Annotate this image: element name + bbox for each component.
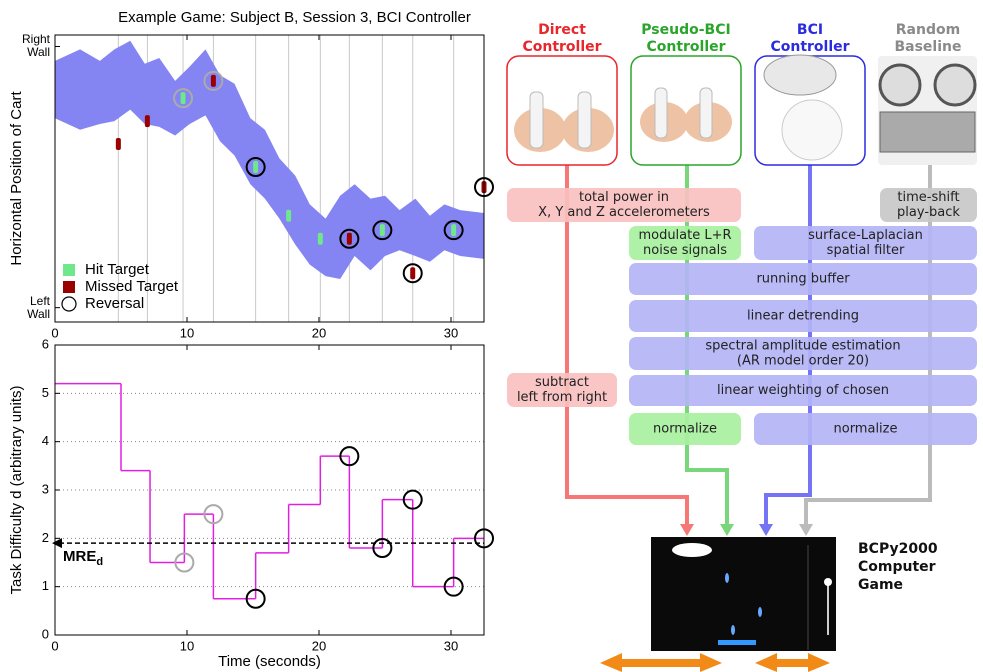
game-label: Computer — [858, 559, 936, 575]
x-tick-label: 0 — [51, 638, 58, 653]
y-tick-label: Left Wall — [0, 295, 50, 321]
gauge-knob — [824, 578, 832, 586]
remote — [578, 92, 591, 148]
process-label: total power in — [579, 190, 669, 205]
legend-swatch — [63, 264, 75, 276]
process-label: play-back — [897, 205, 960, 220]
column-title: BCI — [797, 22, 823, 38]
process-label: linear detrending — [747, 309, 859, 324]
column-title: Controller — [646, 39, 725, 55]
remote — [655, 88, 667, 138]
y-tick-label: 2 — [42, 530, 49, 545]
column-title: Random — [896, 22, 960, 38]
process-label: time-shift — [897, 190, 959, 205]
move-arrow — [600, 653, 722, 672]
reel — [880, 65, 920, 105]
process-label: surface-Laplacian — [808, 228, 923, 243]
x-tick-label: 10 — [180, 325, 194, 340]
reel — [935, 65, 975, 105]
target — [451, 224, 456, 236]
process-label: subtract — [535, 375, 589, 390]
process-label: left from right — [517, 390, 607, 405]
y-tick-label: Right Wall — [0, 33, 50, 59]
page: {"chart_data": [ {"type": "scatter", "ti… — [0, 0, 983, 672]
remote — [530, 92, 543, 148]
column-title: Pseudo-BCI — [641, 22, 730, 38]
reference-label-sub: d — [96, 556, 103, 568]
process-label: normalize — [653, 422, 717, 437]
position-band — [55, 41, 484, 279]
target — [347, 233, 352, 245]
process-label: normalize — [834, 422, 898, 437]
x-tick-label: 20 — [312, 325, 326, 340]
x-tick-label: 30 — [444, 325, 458, 340]
reference-arrow — [52, 538, 62, 548]
y-tick-label: 3 — [42, 481, 49, 496]
target — [286, 210, 291, 222]
legend-swatch — [62, 297, 76, 311]
target — [211, 75, 216, 87]
process-label: running buffer — [756, 272, 850, 287]
arrow-head — [759, 524, 773, 536]
legend-label: Missed Target — [85, 278, 179, 295]
head — [782, 100, 842, 160]
target — [116, 138, 121, 150]
process-label: spatial filter — [827, 243, 905, 258]
y-tick-label: 0 — [42, 626, 49, 641]
chart-title: Example Game: Subject B, Session 3, BCI … — [118, 9, 471, 26]
game-label: Game — [858, 577, 903, 593]
process-label: spectral amplitude estimation — [705, 339, 900, 354]
arrow-head — [720, 524, 734, 536]
reference-label-main: MRE — [63, 548, 96, 565]
legend-label: Hit Target — [85, 261, 150, 278]
x-axis-label: Time (seconds) — [218, 653, 321, 670]
process-label: modulate L+R — [638, 228, 731, 243]
process-label: noise signals — [643, 243, 727, 258]
figure: 0102030Example Game: Subject B, Session … — [0, 0, 983, 672]
target — [253, 161, 258, 173]
column-title: Baseline — [894, 39, 961, 55]
target — [380, 224, 385, 236]
target — [181, 92, 186, 104]
remote — [700, 88, 712, 138]
target — [318, 233, 323, 245]
arrow-head — [799, 524, 813, 536]
process-label: linear weighting of chosen — [717, 383, 889, 398]
legend-label: Reversal — [85, 295, 144, 312]
x-tick-label: 20 — [312, 638, 326, 653]
controller-images — [507, 55, 977, 165]
x-tick-label: 0 — [51, 325, 58, 340]
x-tick-label: 30 — [444, 638, 458, 653]
target — [410, 267, 415, 279]
cloud — [672, 543, 712, 557]
arrow-head — [680, 524, 694, 536]
drop — [731, 625, 735, 635]
process-label: (AR model order 20) — [737, 354, 869, 369]
y-tick-label: 5 — [42, 385, 49, 400]
move-arrow — [755, 653, 830, 672]
reference-label: MREd — [63, 548, 103, 568]
x-tick-label: 10 — [180, 638, 194, 653]
column-title: Controller — [522, 39, 601, 55]
drop — [725, 573, 729, 583]
column-title: Direct — [538, 22, 586, 38]
y-tick-label: 4 — [42, 433, 49, 448]
y-tick-label: 6 — [42, 336, 49, 351]
target — [145, 115, 150, 127]
game-screen — [600, 537, 836, 672]
thought-cloud — [764, 55, 836, 95]
game-label: BCPy2000 — [858, 541, 938, 557]
y-tick-label: 1 — [42, 578, 49, 593]
column-title: Controller — [770, 39, 849, 55]
legend-swatch — [63, 281, 75, 293]
process-label: X, Y and Z accelerometers — [538, 205, 710, 220]
drop — [758, 607, 762, 617]
y-axis-label: Horizontal Position of Cart — [8, 91, 25, 266]
deck — [880, 112, 975, 152]
cart — [718, 640, 756, 645]
y-axis-label: Task Difficulty d (arbitrary units) — [8, 386, 25, 595]
